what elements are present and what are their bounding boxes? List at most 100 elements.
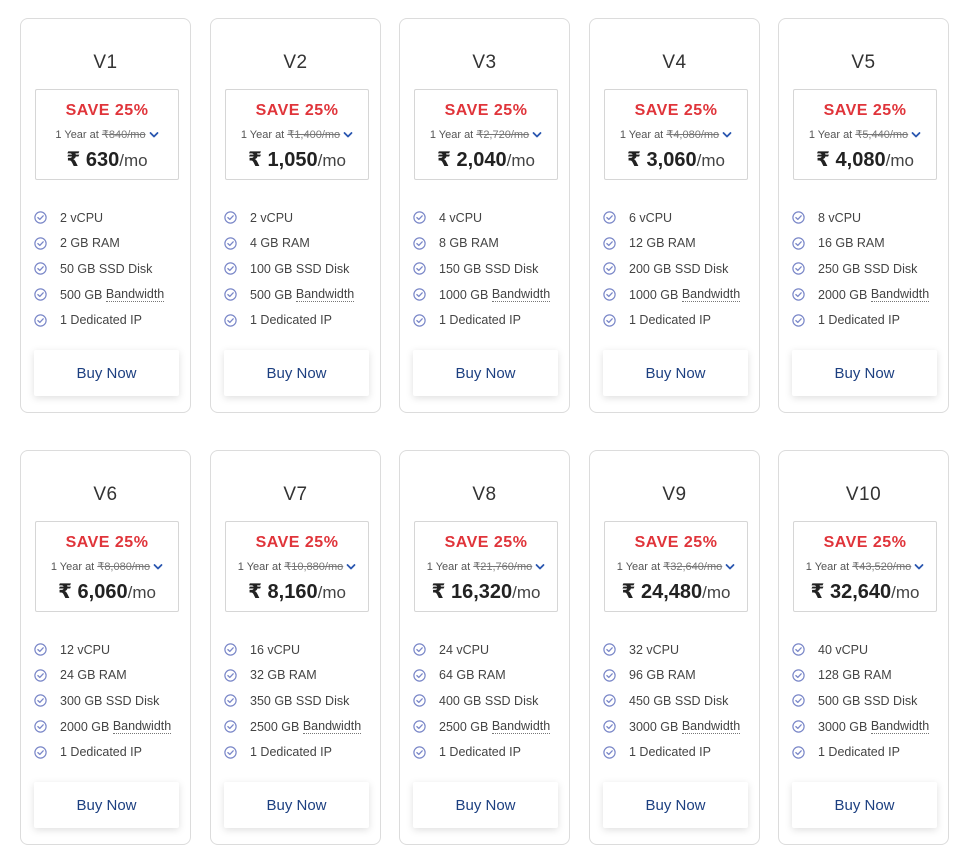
feature-list: 40 vCPU 128 GB RAM 500 GB SSD Disk 3000 … xyxy=(792,637,943,765)
price-box: SAVE 25% 1 Year at ₹8,080/mo ₹ 6,060/mo xyxy=(35,521,179,612)
original-price: ₹4,080/mo xyxy=(666,129,720,141)
billing-term-select[interactable]: 1 Year at ₹8,080/mo xyxy=(36,560,178,573)
check-circle-icon xyxy=(792,745,805,759)
buy-now-button[interactable]: Buy Now xyxy=(603,350,748,396)
term-label: 1 Year at xyxy=(429,129,477,141)
term-label: 1 Year at xyxy=(50,561,98,573)
bandwidth-tooltip-trigger[interactable]: Bandwidth xyxy=(870,719,930,735)
discounted-price: ₹ 24,480/mo xyxy=(605,579,747,604)
save-badge: SAVE 25% xyxy=(823,102,907,119)
price-box: SAVE 25% 1 Year at ₹840/mo ₹ 630/mo xyxy=(35,89,179,180)
chevron-down-icon[interactable] xyxy=(149,131,159,139)
chevron-down-icon[interactable] xyxy=(914,563,924,571)
feature-ram: 64 GB RAM xyxy=(413,663,564,689)
billing-term-select[interactable]: 1 Year at ₹5,440/mo xyxy=(794,128,936,141)
billing-term-select[interactable]: 1 Year at ₹21,760/mo xyxy=(415,560,557,573)
check-circle-icon xyxy=(413,211,426,224)
check-circle-icon xyxy=(34,288,47,301)
save-badge: SAVE 25% xyxy=(255,102,339,119)
check-circle-icon xyxy=(603,694,616,708)
original-price: ₹1,400/mo xyxy=(287,129,341,141)
term-label: 1 Year at xyxy=(240,129,288,141)
check-circle-icon xyxy=(792,669,805,682)
term-label: 1 Year at xyxy=(237,561,285,573)
price-box: SAVE 25% 1 Year at ₹21,760/mo ₹ 16,320/m… xyxy=(414,521,558,612)
check-circle-icon xyxy=(224,237,237,250)
bandwidth-tooltip-trigger[interactable]: Bandwidth xyxy=(870,287,930,303)
check-circle-icon xyxy=(413,720,426,733)
buy-now-button[interactable]: Buy Now xyxy=(224,782,369,828)
feature-ip: 1 Dedicated IP xyxy=(34,307,185,333)
feature-disk: 50 GB SSD Disk xyxy=(34,256,185,282)
feature-list: 24 vCPU 64 GB RAM 400 GB SSD Disk 2500 G… xyxy=(413,637,564,765)
original-price: ₹21,760/mo xyxy=(473,561,533,573)
buy-now-button[interactable]: Buy Now xyxy=(603,782,748,828)
bandwidth-tooltip-trigger[interactable]: Bandwidth xyxy=(302,719,362,735)
check-circle-icon xyxy=(792,313,805,327)
save-badge: SAVE 25% xyxy=(65,102,149,119)
feature-ram: 24 GB RAM xyxy=(34,663,185,689)
term-label: 1 Year at xyxy=(805,561,853,573)
billing-term-select[interactable]: 1 Year at ₹43,520/mo xyxy=(794,560,936,573)
chevron-down-icon[interactable] xyxy=(343,131,353,139)
price-period: /mo xyxy=(885,151,914,170)
feature-list: 8 vCPU 16 GB RAM 250 GB SSD Disk 2000 GB… xyxy=(792,205,943,333)
buy-now-button[interactable]: Buy Now xyxy=(792,350,937,396)
original-price: ₹5,440/mo xyxy=(855,129,909,141)
chevron-down-icon[interactable] xyxy=(346,563,356,571)
price-period: /mo xyxy=(317,583,346,602)
bandwidth-tooltip-trigger[interactable]: Bandwidth xyxy=(491,719,551,735)
billing-term-select[interactable]: 1 Year at ₹32,640/mo xyxy=(605,560,747,573)
buy-now-button[interactable]: Buy Now xyxy=(34,782,179,828)
feature-disk: 200 GB SSD Disk xyxy=(603,256,754,282)
chevron-down-icon[interactable] xyxy=(722,131,732,139)
price-box: SAVE 25% 1 Year at ₹5,440/mo ₹ 4,080/mo xyxy=(793,89,937,180)
plan-card-v9: V9 SAVE 25% 1 Year at ₹32,640/mo ₹ 24,48… xyxy=(589,450,760,845)
billing-term-select[interactable]: 1 Year at ₹4,080/mo xyxy=(605,128,747,141)
feature-ip: 1 Dedicated IP xyxy=(413,739,564,765)
chevron-down-icon[interactable] xyxy=(725,563,735,571)
feature-ip: 1 Dedicated IP xyxy=(603,739,754,765)
feature-list: 2 vCPU 4 GB RAM 100 GB SSD Disk 500 GB B… xyxy=(224,205,375,333)
billing-term-select[interactable]: 1 Year at ₹2,720/mo xyxy=(415,128,557,141)
price-box: SAVE 25% 1 Year at ₹2,720/mo ₹ 2,040/mo xyxy=(414,89,558,180)
bandwidth-tooltip-trigger[interactable]: Bandwidth xyxy=(112,719,172,735)
save-badge: SAVE 25% xyxy=(444,102,528,119)
check-circle-icon xyxy=(224,262,237,276)
discounted-price: ₹ 16,320/mo xyxy=(415,579,557,604)
billing-term-select[interactable]: 1 Year at ₹10,880/mo xyxy=(226,560,368,573)
billing-term-select[interactable]: 1 Year at ₹840/mo xyxy=(36,128,178,141)
bandwidth-tooltip-trigger[interactable]: Bandwidth xyxy=(491,287,551,303)
save-badge: SAVE 25% xyxy=(255,534,339,551)
discounted-price: ₹ 2,040/mo xyxy=(415,147,557,172)
buy-now-button[interactable]: Buy Now xyxy=(413,350,558,396)
chevron-down-icon[interactable] xyxy=(911,131,921,139)
price-amount: ₹ 24,480 xyxy=(621,581,703,603)
plan-name: V2 xyxy=(283,52,308,73)
check-circle-icon xyxy=(603,211,616,224)
chevron-down-icon[interactable] xyxy=(535,563,545,571)
bandwidth-tooltip-trigger[interactable]: Bandwidth xyxy=(295,287,355,303)
billing-term-select[interactable]: 1 Year at ₹1,400/mo xyxy=(226,128,368,141)
feature-bandwidth: 1000 GB Bandwidth xyxy=(413,282,564,308)
price-box: SAVE 25% 1 Year at ₹10,880/mo ₹ 8,160/mo xyxy=(225,521,369,612)
original-price: ₹2,720/mo xyxy=(476,129,530,141)
bandwidth-tooltip-trigger[interactable]: Bandwidth xyxy=(681,719,741,735)
check-circle-icon xyxy=(34,694,47,708)
buy-now-button[interactable]: Buy Now xyxy=(792,782,937,828)
check-circle-icon xyxy=(792,720,805,733)
feature-list: 16 vCPU 32 GB RAM 350 GB SSD Disk 2500 G… xyxy=(224,637,375,765)
check-circle-icon xyxy=(603,745,616,759)
chevron-down-icon[interactable] xyxy=(153,563,163,571)
feature-ram: 2 GB RAM xyxy=(34,231,185,257)
buy-now-button[interactable]: Buy Now xyxy=(224,350,369,396)
bandwidth-tooltip-trigger[interactable]: Bandwidth xyxy=(681,287,741,303)
check-circle-icon xyxy=(413,643,426,656)
check-circle-icon xyxy=(603,237,616,250)
buy-now-button[interactable]: Buy Now xyxy=(413,782,558,828)
check-circle-icon xyxy=(413,313,426,327)
bandwidth-tooltip-trigger[interactable]: Bandwidth xyxy=(105,287,165,303)
chevron-down-icon[interactable] xyxy=(532,131,542,139)
check-circle-icon xyxy=(792,237,805,250)
buy-now-button[interactable]: Buy Now xyxy=(34,350,179,396)
